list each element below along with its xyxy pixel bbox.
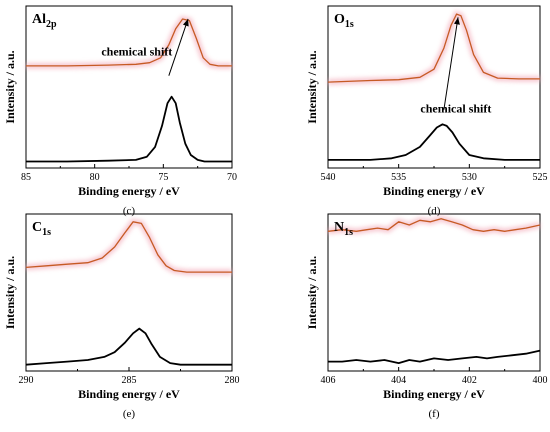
x-tick-label: 75 xyxy=(158,172,168,183)
element-label: N1s xyxy=(334,220,353,238)
panel-caption: (c) xyxy=(123,205,136,217)
annotation-chemical-shift: chemical shift xyxy=(420,102,491,116)
panel-al2p: 85 80 75 70 Binding energy / eV Intensity / a… xyxy=(3,5,237,217)
x-axis-label: Binding energy / eV xyxy=(383,387,485,401)
element-label: C1s xyxy=(32,220,51,238)
x-tick-label: 535 xyxy=(391,172,406,183)
x-tick-label: 400 xyxy=(533,375,548,386)
arrow-line xyxy=(443,17,459,110)
element-label: Al2p xyxy=(32,12,57,30)
series-line xyxy=(25,327,232,366)
arrow-head xyxy=(454,17,460,25)
series-line xyxy=(25,221,232,273)
x-axis-label: Binding energy / eV xyxy=(78,387,180,401)
y-axis-label: Intensity / a.u. xyxy=(305,256,319,329)
x-tick-label: 290 xyxy=(19,375,34,386)
x-tick-label: 406 xyxy=(321,375,336,386)
x-tick-label: 404 xyxy=(391,375,406,386)
series-line xyxy=(328,123,540,161)
arrow-head xyxy=(182,18,189,27)
x-tick-label: 85 xyxy=(21,172,31,183)
x-axis-label: Binding energy / eV xyxy=(383,184,485,198)
arrow-line xyxy=(168,18,189,76)
series-line xyxy=(26,95,232,163)
x-axis-label: Binding energy / eV xyxy=(78,184,180,198)
x-tick-label: 525 xyxy=(533,172,548,183)
element-label: O1s xyxy=(334,12,354,30)
plot-frame xyxy=(25,5,233,169)
panel-caption: (d) xyxy=(428,205,441,217)
x-tick-label: 70 xyxy=(227,172,237,183)
x-tick-label: 280 xyxy=(225,375,240,386)
panel-caption: (f) xyxy=(429,408,440,420)
x-tick-label: 402 xyxy=(462,375,477,386)
y-axis-label: Intensity / a.u. xyxy=(305,50,319,123)
plot-frame xyxy=(25,213,233,372)
panel-caption: (e) xyxy=(123,408,136,420)
plot-frame xyxy=(327,213,541,372)
plot-frame xyxy=(327,5,541,169)
panel-n1s: 406 404 402 400 Binding energy / eV Intensity… xyxy=(305,213,548,420)
annotation-chemical-shift: chemical shift xyxy=(101,45,172,59)
series-glow xyxy=(26,15,232,69)
panel-c1s: 290 285 280 Binding energy / eV Intensity / … xyxy=(3,213,240,420)
series-line xyxy=(327,218,541,232)
panel-o1s: 540 535 530 525 Binding energy / eV Intensity… xyxy=(305,5,548,217)
y-axis-label: Intensity / a.u. xyxy=(3,50,17,123)
x-tick-label: 530 xyxy=(462,172,477,183)
x-tick-label: 540 xyxy=(321,172,336,183)
series-line xyxy=(327,13,540,83)
series-line xyxy=(328,349,541,365)
series-glow xyxy=(327,10,540,86)
x-tick-label: 285 xyxy=(122,375,137,386)
x-tick-label: 80 xyxy=(90,172,100,183)
series-line xyxy=(26,18,232,67)
y-axis-label: Intensity / a.u. xyxy=(3,256,17,329)
